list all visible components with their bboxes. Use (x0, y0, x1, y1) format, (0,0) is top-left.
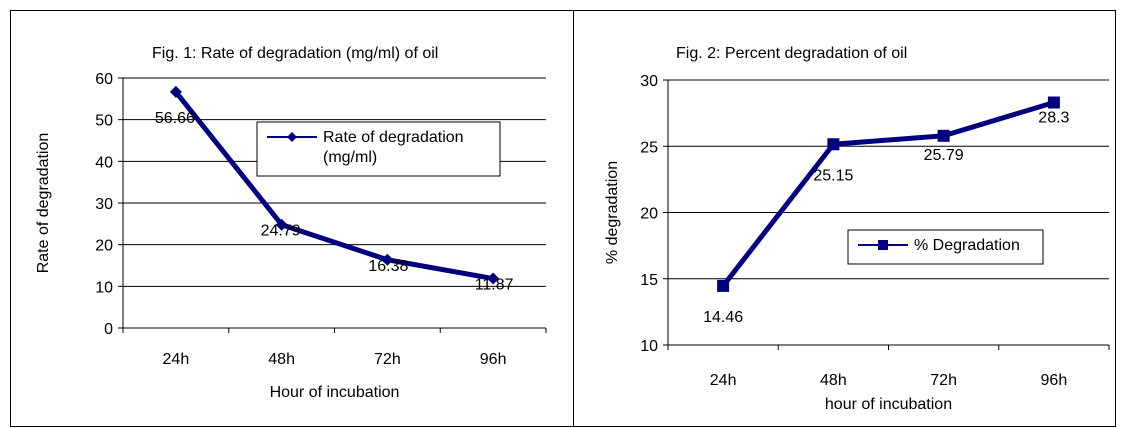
data-point-marker (169, 85, 182, 98)
chart-fig-2: Fig. 2: Percent degradation of oil 10 15 20… (604, 45, 1110, 413)
y-tick-label: 20 (95, 238, 113, 255)
legend-label: % Degradation (914, 237, 1020, 254)
y-tick-label: 30 (640, 73, 658, 90)
legend: Rate of degradation (mg/ml) (256, 121, 501, 177)
data-point-marker (487, 272, 500, 285)
x-tick-label: 72h (374, 351, 401, 368)
y-tick-label: 10 (640, 338, 658, 355)
legend-marker (287, 132, 297, 142)
data-label: 56.66 (155, 110, 195, 127)
data-label: 24.79 (261, 223, 301, 240)
data-point-marker (717, 279, 730, 292)
y-tick-label: 20 (640, 206, 658, 223)
legend-label: (mg/ml) (323, 149, 377, 166)
chart-title: Fig. 1: Rate of degradation (mg/ml) of o… (152, 45, 438, 62)
data-point-marker (275, 218, 288, 231)
x-tick-label: 96h (1041, 372, 1068, 389)
y-tick-label: 60 (95, 71, 113, 88)
x-tick-label: 96h (480, 351, 507, 368)
data-label: 16.38 (368, 258, 408, 275)
chart-fig-1: Fig. 1: Rate of degradation (mg/ml) of o… (35, 45, 547, 401)
x-tick-label: 48h (820, 372, 847, 389)
y-tick-label: 0 (104, 321, 113, 338)
series-line (173, 90, 494, 282)
y-tick-label: 10 (95, 279, 113, 296)
x-tick-label: 72h (930, 372, 957, 389)
y-tick-label: 25 (640, 139, 658, 156)
data-point-marker (1047, 96, 1060, 109)
legend: % Degradation (847, 229, 1044, 265)
y-tick-label: 40 (95, 154, 113, 171)
figure-2-panel (573, 10, 1116, 427)
y-axis-label: % degradation (604, 161, 621, 264)
data-point-marker (827, 138, 840, 151)
x-axis-label: Hour of incubation (270, 384, 400, 401)
data-label: 25.79 (924, 147, 964, 164)
y-tick-label: 15 (640, 272, 658, 289)
data-label: 28.3 (1038, 110, 1069, 127)
data-label: 25.15 (813, 167, 853, 184)
series-line (721, 100, 1055, 288)
data-label: 11.87 (475, 277, 514, 294)
data-point-marker (381, 253, 394, 266)
data-point-marker (937, 129, 950, 142)
x-tick-label: 48h (268, 351, 295, 368)
y-tick-label: 30 (95, 196, 113, 213)
legend-label: Rate of degradation (323, 129, 464, 146)
data-label: 14.46 (703, 309, 743, 326)
x-axis-label: hour of incubation (825, 396, 952, 413)
x-tick-label: 24h (710, 372, 737, 389)
y-tick-label: 50 (95, 113, 113, 130)
legend-box (256, 121, 501, 177)
legend-marker (878, 240, 888, 250)
chart-title: Fig. 2: Percent degradation of oil (676, 45, 907, 62)
y-axis-label: Rate of degradation (35, 133, 52, 274)
x-tick-label: 24h (163, 351, 190, 368)
